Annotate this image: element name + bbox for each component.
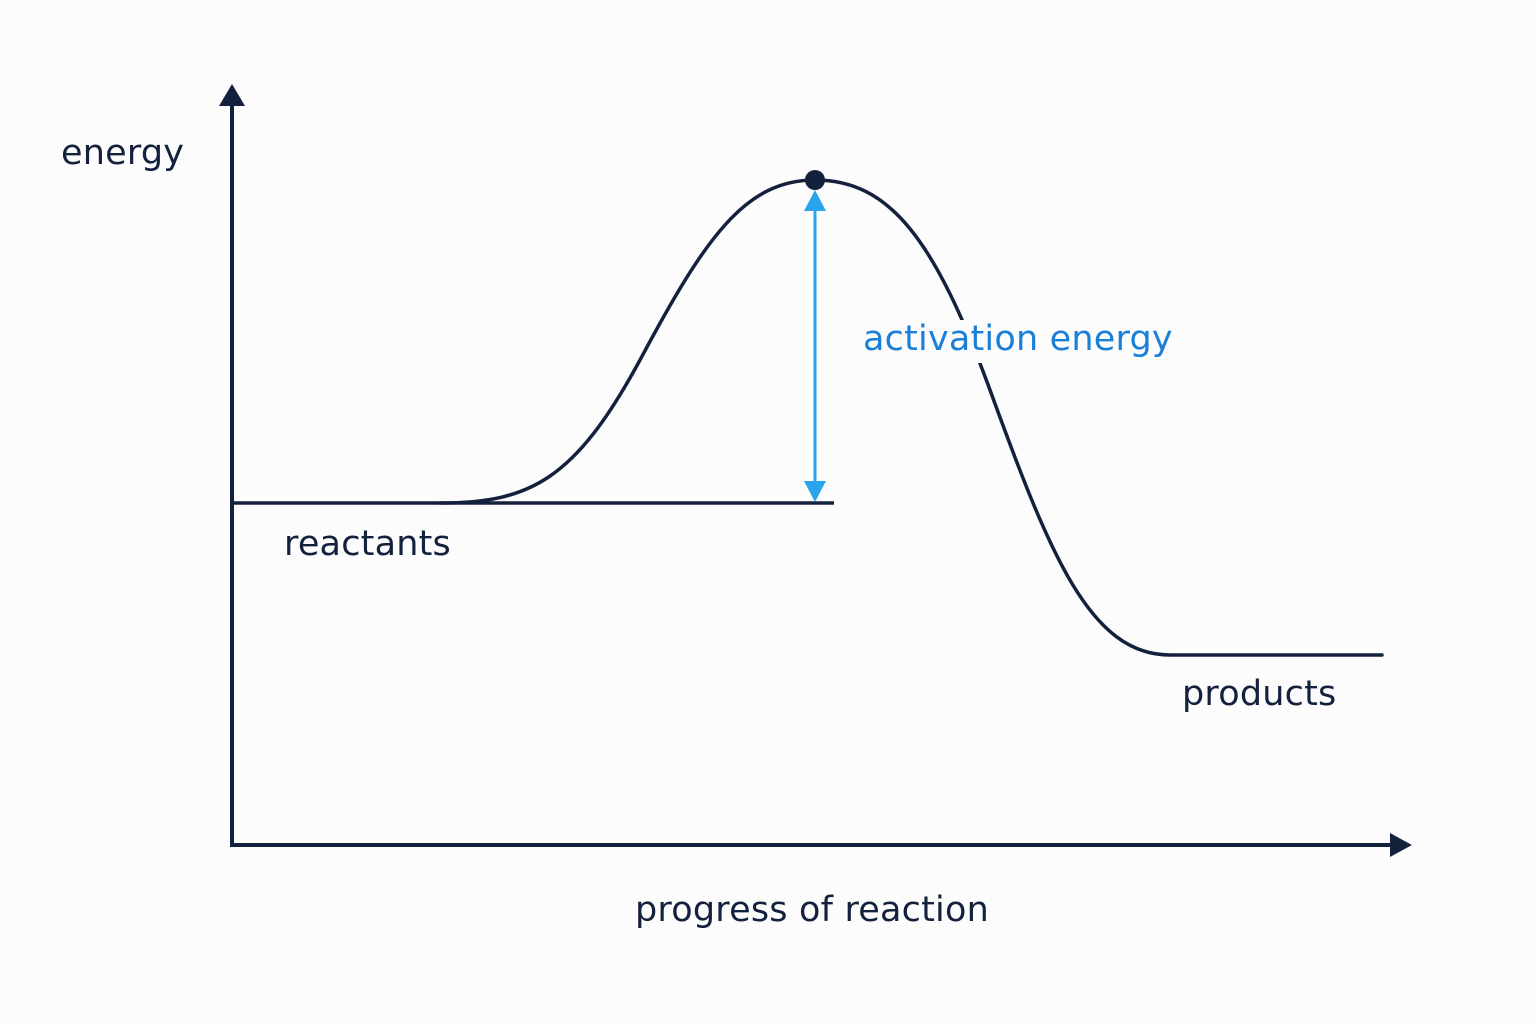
products-label: products — [1182, 674, 1337, 714]
reactants-label: reactants — [284, 524, 451, 564]
x-axis-label: progress of reaction — [635, 890, 989, 930]
activation-energy-arrowhead-top — [804, 190, 826, 211]
activation-energy-label: activation energy — [861, 320, 1179, 363]
transition-state-point — [805, 170, 825, 190]
activation-energy-arrowhead-bottom — [804, 481, 826, 502]
y-axis-arrowhead — [219, 84, 245, 106]
energy-curve — [438, 178, 1384, 657]
x-axis-arrowhead — [1390, 833, 1412, 857]
y-axis-label: energy — [61, 133, 185, 173]
